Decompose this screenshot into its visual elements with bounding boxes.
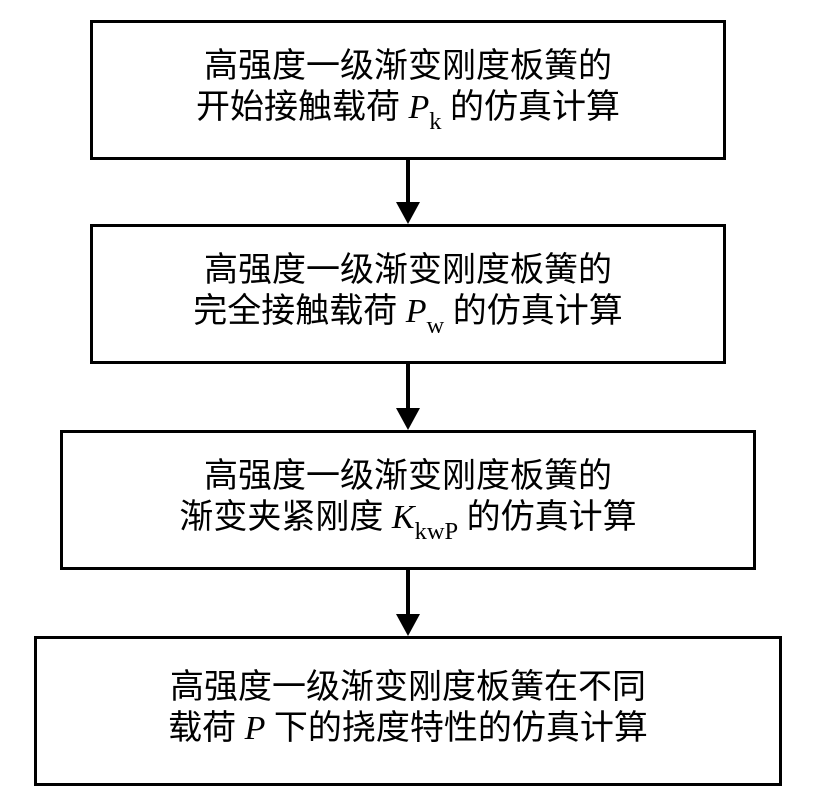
node-line2: 载荷 P 下的挠度特性的仿真计算 xyxy=(168,709,648,754)
flow-node-4: 高强度一级渐变刚度板簧在不同 载荷 P 下的挠度特性的仿真计算 xyxy=(34,636,782,786)
node-line2: 开始接触载荷 Pk 的仿真计算 xyxy=(196,88,620,133)
node-line1: 高强度一级渐变刚度板簧的 xyxy=(204,47,612,88)
node-line2: 完全接触载荷 Pw 的仿真计算 xyxy=(193,292,622,337)
node-line1: 高强度一级渐变刚度板簧的 xyxy=(204,457,612,498)
flow-node-1: 高强度一级渐变刚度板簧的 开始接触载荷 Pk 的仿真计算 xyxy=(90,20,726,160)
node-line2: 渐变夹紧刚度 KkwP 的仿真计算 xyxy=(179,498,636,543)
flow-node-2: 高强度一级渐变刚度板簧的 完全接触载荷 Pw 的仿真计算 xyxy=(90,224,726,364)
flowchart-canvas: 高强度一级渐变刚度板簧的 开始接触载荷 Pk 的仿真计算 高强度一级渐变刚度板簧… xyxy=(0,0,814,804)
flow-node-3: 高强度一级渐变刚度板簧的 渐变夹紧刚度 KkwP 的仿真计算 xyxy=(60,430,756,570)
node-line1: 高强度一级渐变刚度板簧的 xyxy=(204,251,612,292)
node-line1: 高强度一级渐变刚度板簧在不同 xyxy=(170,668,646,709)
